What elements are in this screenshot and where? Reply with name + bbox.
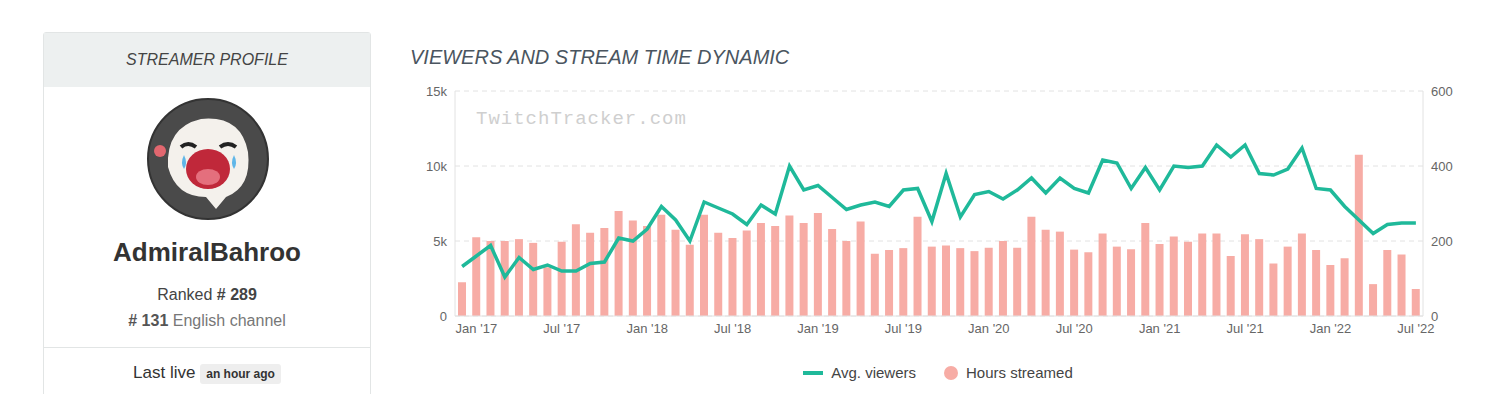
svg-text:Jul '20: Jul '20 [1056,321,1093,336]
html-text:VIEWERS AND STREAM TIME DYNAMI: VIEWERS AND STREAM TIME DYNAMIC [410,46,790,68]
html-text:TwitchTracker.com: TwitchTracker.com [476,108,687,130]
html-text:Avg. viewers: Avg. viewers [831,364,916,381]
svg-text:10k: 10k [426,159,447,174]
svg-text:Jan '18: Jan '18 [626,321,668,336]
svg-text:0: 0 [1431,309,1438,324]
svg-text:Jul '22: Jul '22 [1397,321,1434,336]
svg-text:Jul '18: Jul '18 [714,321,751,336]
svg-text:0: 0 [440,309,447,324]
svg-text:Jul '21: Jul '21 [1226,321,1263,336]
svg-text:600: 600 [1431,84,1453,99]
svg-text:Jan '19: Jan '19 [797,321,839,336]
html-text:an hour ago: an hour ago [206,367,275,381]
html-text:# 131 English channel: # 131 English channel [128,312,286,329]
svg-text:400: 400 [1431,159,1453,174]
svg-text:Jul '17: Jul '17 [543,321,580,336]
svg-text:5k: 5k [433,234,447,249]
svg-text:Jan '21: Jan '21 [1139,321,1181,336]
html-text:Hours streamed: Hours streamed [966,364,1073,381]
svg-text:Jul '19: Jul '19 [885,321,922,336]
html-text:STREAMER PROFILE: STREAMER PROFILE [126,51,288,68]
html-text:Last live: Last live [133,363,196,382]
svg-text:Jan '20: Jan '20 [968,321,1010,336]
svg-text:Jan '22: Jan '22 [1310,321,1352,336]
html-text:Ranked # 289: Ranked # 289 [157,286,257,303]
svg-text:15k: 15k [426,84,447,99]
html-text:AdmiralBahroo: AdmiralBahroo [113,237,301,267]
svg-text:200: 200 [1431,234,1453,249]
svg-text:Jan '17: Jan '17 [456,321,498,336]
